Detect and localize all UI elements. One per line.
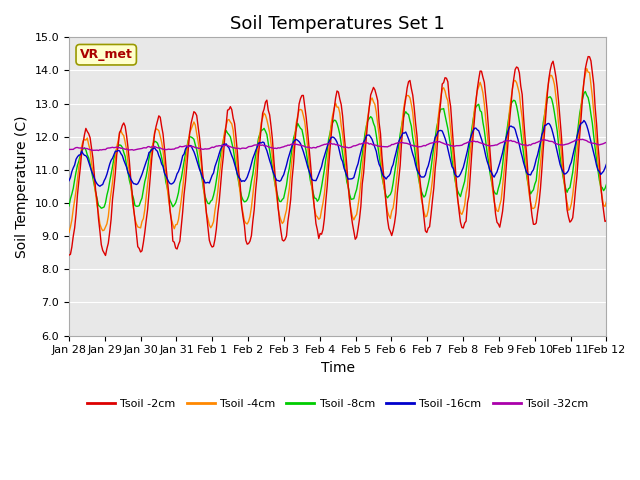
Text: VR_met: VR_met: [80, 48, 132, 61]
Legend: Tsoil -2cm, Tsoil -4cm, Tsoil -8cm, Tsoil -16cm, Tsoil -32cm: Tsoil -2cm, Tsoil -4cm, Tsoil -8cm, Tsoi…: [83, 395, 593, 414]
Y-axis label: Soil Temperature (C): Soil Temperature (C): [15, 115, 29, 258]
Title: Soil Temperatures Set 1: Soil Temperatures Set 1: [230, 15, 445, 33]
X-axis label: Time: Time: [321, 361, 355, 375]
